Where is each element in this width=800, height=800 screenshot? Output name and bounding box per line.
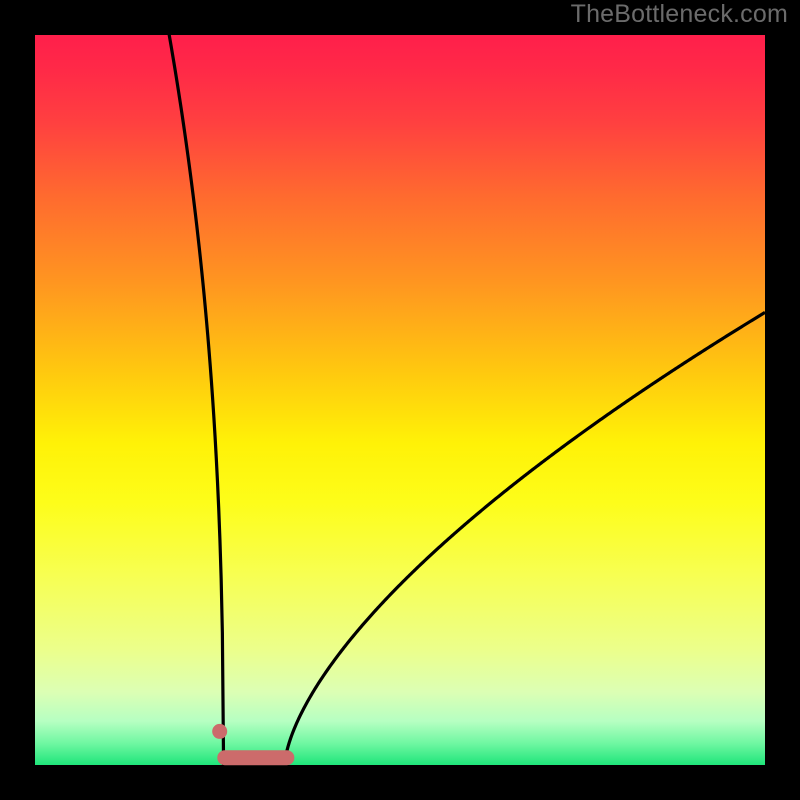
plot-area — [35, 35, 765, 765]
watermark-text: TheBottleneck.com — [571, 0, 788, 29]
chart-svg — [0, 0, 800, 800]
highlight-dot — [212, 724, 227, 739]
chart-root: TheBottleneck.com — [0, 0, 800, 800]
